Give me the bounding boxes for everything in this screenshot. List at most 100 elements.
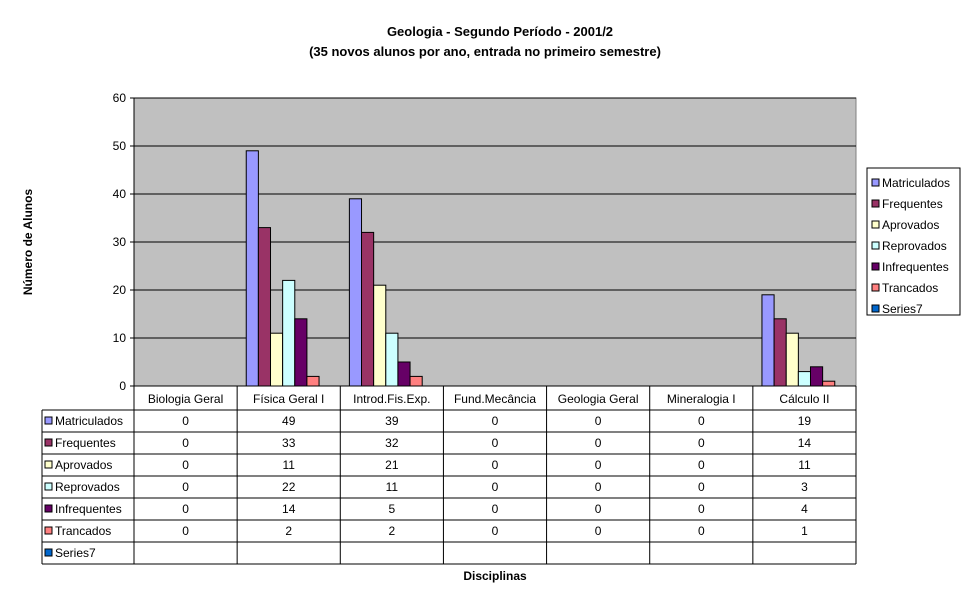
y-tick-label: 40 (113, 187, 127, 201)
table-cell-value: 39 (385, 414, 399, 428)
legend-key-infrequentes (871, 262, 880, 271)
category-label: Geologia Geral (558, 392, 639, 406)
legend-key-series7 (871, 304, 880, 313)
legend-box (866, 167, 961, 316)
bar-aprovados (270, 332, 284, 387)
table-series-label: Reprovados (55, 480, 120, 494)
table-legend-key (44, 416, 53, 425)
table-legend-key (44, 548, 53, 557)
table-cell-value: 0 (698, 458, 705, 472)
bar-reprovados (385, 332, 399, 387)
bar-frequentes (361, 231, 375, 387)
chart-title: Geologia - Segundo Período - 2001/2 (387, 24, 613, 39)
bar-aprovados (373, 284, 387, 387)
y-tick-label: 0 (119, 379, 126, 393)
category-label: Fund.Mecância (454, 392, 536, 406)
legend-label: Trancados (882, 281, 938, 295)
y-tick-label: 50 (113, 139, 127, 153)
table-cell-value: 0 (182, 458, 189, 472)
table-cell-value: 0 (698, 414, 705, 428)
legend-key-frequentes (871, 199, 880, 208)
table-cell-value: 0 (698, 524, 705, 538)
y-tick-label: 60 (113, 91, 127, 105)
category-label: Cálculo II (779, 392, 829, 406)
legend-label: Matriculados (882, 176, 950, 190)
category-label: Mineralogia I (667, 392, 736, 406)
legend-key-trancados (871, 283, 880, 292)
table-cell-value: 0 (492, 524, 499, 538)
table-cell-value: 0 (698, 436, 705, 450)
table-cell-value: 2 (389, 524, 396, 538)
legend-key-aprovados (871, 220, 880, 229)
bar-infrequentes (294, 318, 308, 387)
table-cell-value: 0 (492, 458, 499, 472)
table-cell-value: 0 (698, 502, 705, 516)
table-cell-value: 1 (801, 524, 808, 538)
chart-subtitle: (35 novos alunos por ano, entrada no pri… (309, 44, 661, 59)
bar-frequentes (257, 227, 272, 387)
bar-infrequentes (809, 366, 824, 387)
table-cell-value: 14 (798, 436, 812, 450)
table-cell-value: 0 (595, 414, 602, 428)
category-label: Biologia Geral (148, 392, 223, 406)
bar-matriculados (348, 198, 363, 387)
table-cell-value: 0 (492, 480, 499, 494)
bar-reprovados (282, 279, 296, 387)
x-axis-label: Disciplinas (463, 569, 527, 583)
table-cell-value: 0 (182, 436, 189, 450)
legend-label: Infrequentes (882, 260, 949, 274)
bar-trancados (409, 375, 423, 387)
y-tick-label: 30 (113, 235, 127, 249)
table-series-label: Series7 (55, 546, 96, 560)
table-cell-value: 3 (801, 480, 808, 494)
table-cell-value: 2 (285, 524, 292, 538)
table-cell-value: 11 (798, 458, 811, 472)
legend-label: Frequentes (882, 197, 943, 211)
table-cell-value: 0 (182, 480, 189, 494)
table-cell-value: 0 (492, 502, 499, 516)
table-series-label: Infrequentes (55, 502, 122, 516)
table-series-label: Trancados (55, 524, 111, 538)
table-cell-value: 0 (182, 502, 189, 516)
table-cell-value: 33 (282, 436, 296, 450)
table-cell-value: 19 (798, 414, 812, 428)
table-cell-value: 21 (385, 458, 399, 472)
table-cell-value: 11 (386, 480, 399, 494)
bar-frequentes (773, 318, 787, 387)
table-legend-key (44, 438, 53, 447)
table-cell-value: 0 (492, 414, 499, 428)
y-tick-label: 20 (113, 283, 127, 297)
y-axis-label: Número de Alunos (21, 189, 35, 296)
table-cell-value: 32 (385, 436, 399, 450)
table-cell-value: 0 (595, 436, 602, 450)
bar-matriculados (245, 150, 259, 387)
legend-key-reprovados (871, 241, 880, 250)
bar-aprovados (785, 332, 799, 387)
table-cell-value: 0 (595, 480, 602, 494)
table-legend-key (44, 504, 53, 513)
table-legend-key (44, 526, 53, 535)
table-cell-value: 0 (595, 502, 602, 516)
table-cell-value: 0 (595, 458, 602, 472)
legend-label: Aprovados (882, 218, 939, 232)
table-cell-value: 0 (698, 480, 705, 494)
table-cell-value: 4 (801, 502, 808, 516)
table-cell-value: 0 (492, 436, 499, 450)
category-label: Física Geral I (253, 392, 324, 406)
table-series-label: Frequentes (55, 436, 116, 450)
table-series-label: Aprovados (55, 458, 112, 472)
table-cell-value: 14 (282, 502, 296, 516)
category-label: Introd.Fis.Exp. (353, 392, 430, 406)
table-cell-value: 0 (595, 524, 602, 538)
legend-label: Series7 (882, 302, 923, 316)
table-cell-value: 22 (282, 480, 296, 494)
bar-matriculados (761, 294, 775, 387)
table-cell-value: 0 (182, 414, 189, 428)
table-legend-key (44, 482, 53, 491)
table-legend-key (44, 460, 53, 469)
y-tick-label: 10 (113, 331, 127, 345)
bar-infrequentes (397, 361, 411, 387)
table-series-label: Matriculados (55, 414, 123, 428)
